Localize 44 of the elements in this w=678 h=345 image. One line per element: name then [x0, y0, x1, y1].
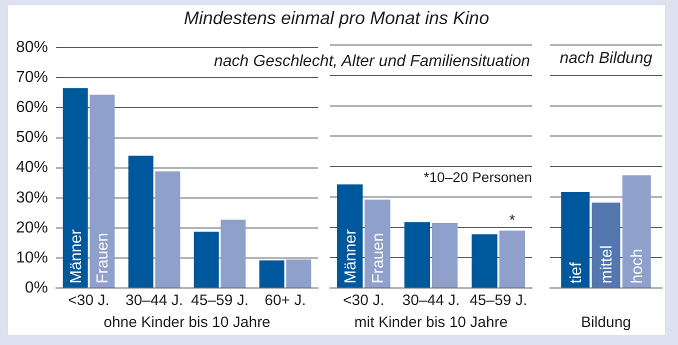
x-tick-label: 30–44 J.: [402, 292, 460, 310]
bar: [155, 171, 180, 288]
series-label: Frauen: [370, 232, 387, 284]
y-tick-label: 60%: [16, 99, 48, 116]
series-label: Männer: [342, 228, 360, 284]
text: nach Geschlecht, Alter und Familiensituation: [214, 52, 530, 71]
x-tick-label: <30 J.: [68, 292, 110, 310]
x-tick-label: 45–59 J.: [190, 292, 249, 310]
series-label: Frauen: [94, 232, 112, 284]
chart-subtitle: nach Bildung: [558, 50, 654, 68]
x-tick-label: <30 J.: [343, 292, 384, 310]
y-tick-label: 0%: [24, 279, 48, 296]
bar: [62, 88, 88, 288]
series-label: tief: [568, 262, 585, 284]
bar: [90, 94, 115, 288]
y-tick-label: 30%: [16, 189, 48, 206]
y-tick-label: 80%: [16, 39, 48, 56]
bar: [432, 223, 458, 288]
annotation: *: [509, 212, 516, 230]
x-axis-title: ohne Kinder bis 10 Jahre: [104, 314, 270, 332]
bar: [259, 260, 284, 288]
x-tick-label: 60+ J.: [264, 292, 306, 310]
y-tick-label: 20%: [16, 219, 48, 236]
series-label: Männer: [68, 228, 85, 284]
chart-title: Mindestens einmal pro Monat ins Kino: [182, 8, 490, 29]
x-axis-title: Bildung: [580, 314, 632, 332]
bar: [472, 234, 498, 288]
bar: [499, 230, 525, 288]
x-axis-title: mit Kinder bis 10 Jahre: [354, 314, 508, 332]
bar: [194, 232, 219, 288]
series-label: mittel: [598, 245, 616, 284]
bar: [404, 222, 430, 288]
y-tick-label: 10%: [16, 249, 48, 266]
y-tick-label: 50%: [16, 129, 48, 146]
series-label: hoch: [629, 248, 646, 284]
bar: [286, 259, 312, 288]
y-tick-label: 40%: [16, 159, 48, 176]
annotation: *10–20 Personen: [422, 168, 532, 186]
x-tick-label: 30–44 J.: [125, 292, 184, 310]
bar: [128, 156, 154, 288]
x-tick-label: 45–59 J.: [470, 292, 528, 310]
y-tick-label: 70%: [16, 69, 48, 86]
bar: [220, 220, 246, 288]
bar: [364, 200, 390, 288]
